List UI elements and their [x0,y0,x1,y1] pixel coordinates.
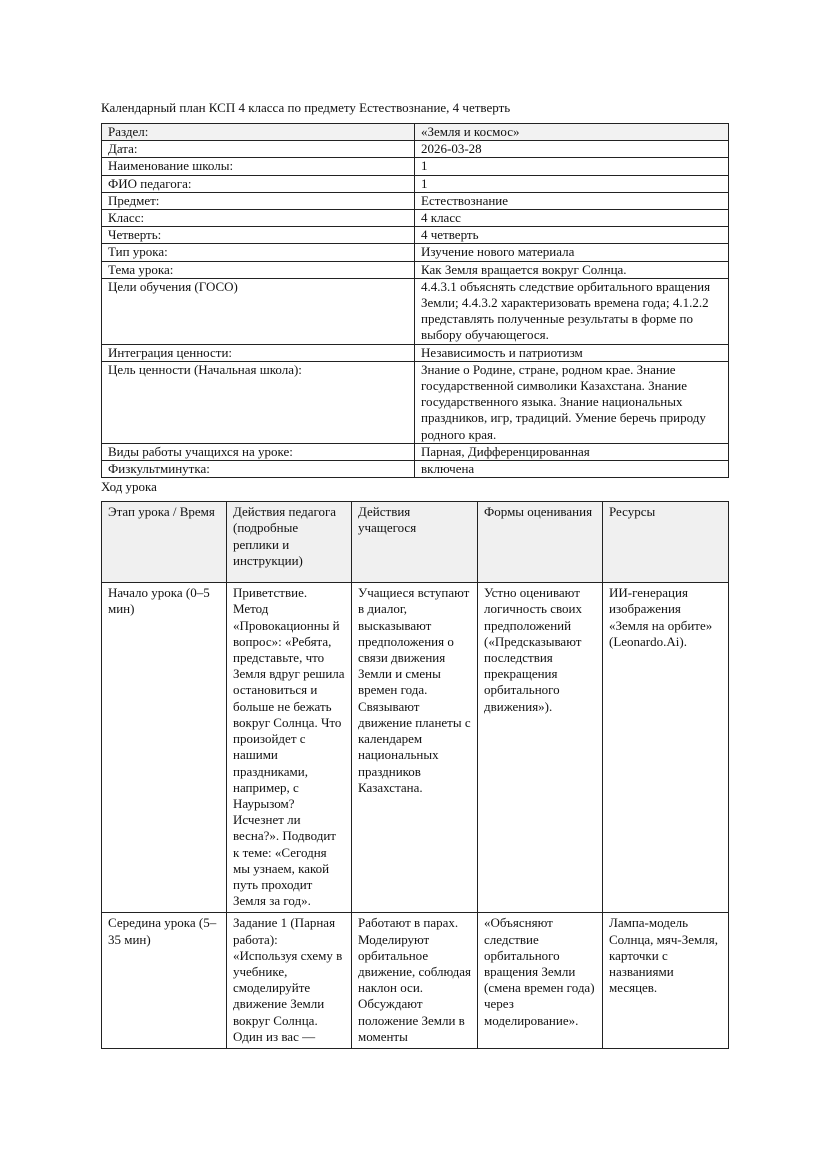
column-header: Формы оценивания [477,501,603,584]
lesson-cell: Устно оценивают логичность своих предпол… [477,582,603,914]
info-label: Четверть: [101,226,415,245]
info-value: Как Земля вращается вокруг Солнца. [414,260,729,279]
info-row: Раздел: «Земля и космос» [101,122,729,142]
document-title: Календарный план КСП 4 класса по предмет… [101,100,511,115]
lesson-progress-table: Этап урока / Время Действия педагога (под… [101,501,729,1049]
info-row: Цель ценности (Начальная школа): Знание о… [101,360,729,444]
info-value: Естествознание [414,191,729,211]
info-label: Тема урока: [101,260,415,279]
info-value: «Земля и космос» [414,122,729,142]
info-row: Тема урока: Как Земля вращается вокруг Со… [101,260,729,279]
lesson-cell: Задание 1 (Парная работа): «Используя сх… [226,912,352,1049]
info-row: Класс: 4 класс [101,209,729,228]
info-value: 1 [414,157,729,176]
info-value: Парная, Дифференцированная [414,442,729,462]
info-value: 2026-03-28 [414,140,729,159]
info-row: Дата: 2026-03-28 [101,140,729,159]
lesson-info-table: Раздел: «Земля и космос» Дата: 2026-03-28 На… [101,122,729,479]
info-value: 4 класс [414,209,729,228]
lesson-cell: Приветствие. Метод «Провокационны й вопр… [226,582,352,914]
lesson-cell: Лампа-модель Солнца, мяч-Земля, карточки… [602,912,729,1049]
column-header: Ресурсы [602,501,729,584]
lesson-cell: Начало урока (0–5 мин) [101,582,227,914]
info-label: Физкультминутка: [101,460,415,479]
info-label: Дата: [101,140,415,159]
info-label: Наименование школы: [101,157,415,176]
column-header: Действия педагога (подробные реплики и и… [226,501,352,584]
info-row: Наименование школы: 1 [101,157,729,176]
info-row: Цели обучения (ГОСО) 4.4.3.1 объяснять сл… [101,277,729,345]
info-value: Знание о Родине, стране, родном крае. Зн… [414,360,729,444]
lesson-cell: Середина урока (5–35 мин) [101,912,227,1049]
info-row: ФИО педагога: 1 [101,174,729,193]
info-row: Тип урока: Изучение нового материала [101,243,729,262]
info-label: ФИО педагога: [101,174,415,193]
info-row: Физкультминутка: включена [101,460,729,479]
info-value: включена [414,460,729,479]
info-value: Изучение нового материала [414,243,729,262]
lesson-row: Середина урока (5–35 мин) Задание 1 (Парн… [101,912,729,1049]
info-label: Класс: [101,209,415,228]
info-label: Цель ценности (Начальная школа): [101,360,415,444]
info-value: 4.4.3.1 объяснять следствие орбитального… [414,277,729,345]
lesson-row: Начало урока (0–5 мин) Приветствие. Метод… [101,582,729,914]
column-header: Действия учащегося [351,501,478,584]
info-value: Независимость и патриотизм [414,343,729,362]
info-row: Виды работы учащихся на уроке: Парная, Ди… [101,442,729,462]
info-label: Тип урока: [101,243,415,262]
column-header: Этап урока / Время [101,501,227,584]
lesson-cell: ИИ-генерация изображения «Земля на орбит… [602,582,729,914]
lesson-cell: Работают в парах. Моделируют орбитальное… [351,912,478,1049]
info-label: Предмет: [101,191,415,211]
info-label: Интеграция ценности: [101,343,415,362]
lesson-header-row: Этап урока / Время Действия педагога (под… [101,501,729,584]
info-row: Предмет: Естествознание [101,191,729,211]
info-value: 1 [414,174,729,193]
info-label: Виды работы учащихся на уроке: [101,442,415,462]
info-value: 4 четверть [414,226,729,245]
info-label: Раздел: [101,122,415,142]
lesson-cell: «Объясняют следствие орбитального вращен… [477,912,603,1049]
lesson-progress-heading: Ход урока [101,479,157,495]
info-label: Цели обучения (ГОСО) [101,277,415,345]
info-row: Четверть: 4 четверть [101,226,729,245]
info-row: Интеграция ценности: Независимость и патр… [101,343,729,362]
document-page: Календарный план КСП 4 класса по предмет… [101,100,729,1049]
lesson-cell: Учащиеся вступают в диалог, высказывают … [351,582,478,914]
